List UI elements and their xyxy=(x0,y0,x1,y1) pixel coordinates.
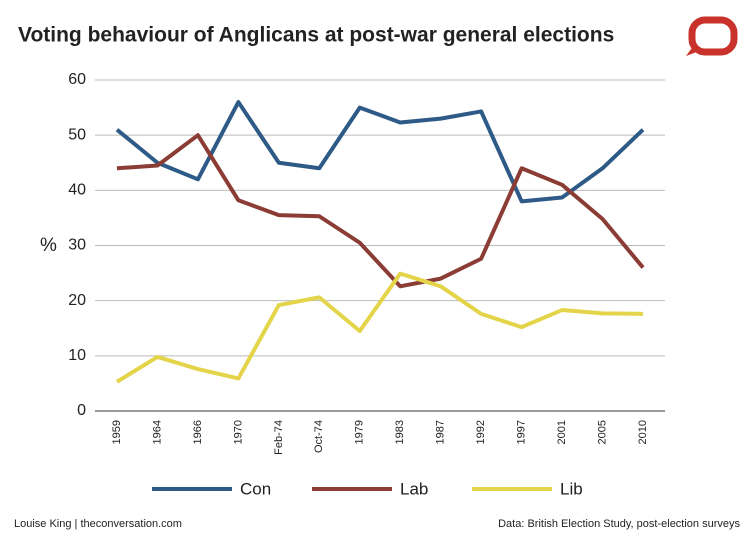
logo xyxy=(686,16,738,56)
y-tick-label: 30 xyxy=(68,237,86,254)
y-axis-label: % xyxy=(40,235,57,256)
legend-label: Con xyxy=(240,479,271,498)
line xyxy=(115,271,644,384)
line xyxy=(116,133,645,289)
x-tick-label: Oct-74 xyxy=(313,420,325,453)
x-tick-label: 1964 xyxy=(151,420,163,444)
source-left: Louise King | theconversation.com xyxy=(14,518,182,530)
legend-label: Lab xyxy=(400,479,428,498)
x-tick-label: 1987 xyxy=(435,420,447,444)
x-tick-label: 2005 xyxy=(596,420,608,444)
x-tick-label: 1997 xyxy=(516,420,528,444)
line xyxy=(115,100,645,204)
x-tick-label: 1983 xyxy=(394,420,406,444)
x-tick-label: 2010 xyxy=(637,420,649,444)
y-tick-label: 20 xyxy=(68,292,86,309)
y-tick-label: 0 xyxy=(77,402,86,419)
x-tick-label: 1959 xyxy=(111,420,123,444)
chart-title: Voting behaviour of Anglicans at post-wa… xyxy=(18,24,614,47)
y-tick-label: 40 xyxy=(68,182,86,199)
y-tick-label: 10 xyxy=(68,347,86,364)
x-tick-label: 1979 xyxy=(354,420,366,444)
source-right: Data: British Election Study, post-elect… xyxy=(498,518,740,530)
x-tick-label: 1966 xyxy=(192,420,204,444)
x-tick-label: Feb-74 xyxy=(273,420,285,455)
x-tick-label: 1992 xyxy=(475,420,487,444)
x-tick-label: 1970 xyxy=(232,420,244,444)
x-tick-label: 2001 xyxy=(556,420,568,444)
y-tick-label: 60 xyxy=(68,71,86,88)
y-tick-label: 50 xyxy=(68,126,86,143)
legend-label: Lib xyxy=(560,479,583,498)
